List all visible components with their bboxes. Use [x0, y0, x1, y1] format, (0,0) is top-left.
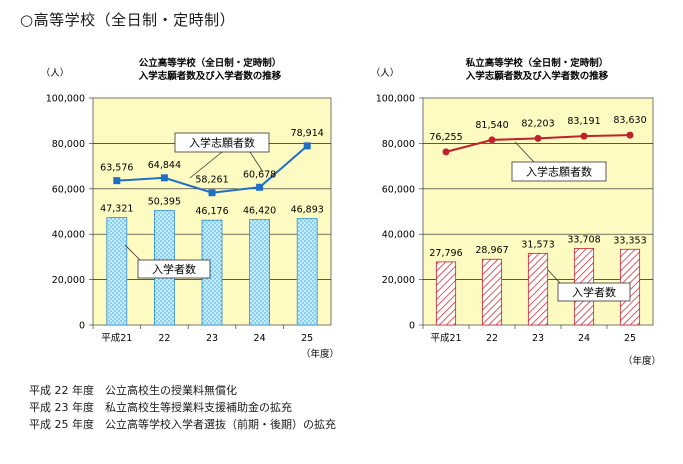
bar — [106, 217, 128, 326]
note-text: 公立高等学校入学者選抜（前期・後期）の拡充 — [105, 418, 336, 431]
line-data-label: 83,191 — [567, 116, 600, 127]
public-school-chart: 公立高等学校（全日制・定時制）入学志願者数及び入学者数の推移 0 20,000 40,… — [41, 57, 339, 360]
chart-title: 公立高等学校（全日制・定時制） — [139, 57, 282, 69]
y-tick-label: 0 — [409, 321, 415, 332]
bar-data-label: 46,176 — [195, 206, 228, 217]
y-tick-label: 20,000 — [52, 275, 85, 286]
x-tick-label: 23 — [206, 333, 218, 344]
line-data-label: 76,255 — [429, 132, 462, 143]
callout-leader — [249, 151, 264, 173]
x-tick-label: 24 — [578, 333, 590, 344]
applicants-callout-box — [174, 132, 270, 153]
line-data-label: 58,261 — [195, 175, 228, 186]
x-tick-label: 22 — [158, 333, 170, 344]
note-text: 私立高校生等授業料支援補助金の拡充 — [105, 401, 292, 414]
bar-data-label: 47,321 — [100, 204, 133, 215]
line-data-label: 63,576 — [100, 163, 133, 174]
line-marker — [442, 148, 450, 156]
note-year: 平成 25 年度 — [29, 418, 94, 431]
callout-leader — [514, 141, 535, 163]
line-data-label: 82,203 — [521, 118, 554, 129]
chart-title: 入学志願者数及び入学者数の推移 — [138, 70, 282, 82]
line-marker — [113, 177, 121, 185]
y-axis-label: （人） — [371, 67, 400, 79]
enrollees-callout-label: 入学者数 — [152, 262, 196, 276]
note-year: 平成 22 年度 — [29, 384, 94, 397]
line-marker — [160, 174, 168, 182]
x-tick-label: 23 — [532, 333, 544, 344]
x-tick-label: 22 — [486, 333, 498, 344]
x-axis-label: （年度） — [623, 355, 661, 367]
chart-title: 入学志願者数及び入学者数の推移 — [465, 70, 609, 82]
y-axis-label: （人） — [41, 67, 70, 79]
y-tick-label: 20,000 — [382, 275, 415, 286]
x-tick-label: 24 — [254, 333, 266, 344]
bar-data-label: 46,893 — [291, 205, 324, 216]
line-marker — [626, 131, 634, 139]
bar-data-label: 33,708 — [567, 234, 600, 245]
enrollees-callout-label: 入学者数 — [572, 285, 616, 299]
bar — [296, 218, 318, 326]
line-marker — [303, 142, 311, 150]
line-data-label: 64,844 — [148, 160, 181, 171]
y-tick-label: 0 — [79, 321, 85, 332]
y-tick-label: 60,000 — [52, 184, 85, 195]
notes: 平成 22 年度 公立高校生の授業料無償化 平成 23 年度 私立高校生等授業料支援… — [29, 382, 336, 433]
note-row: 平成 25 年度 公立高等学校入学者選抜（前期・後期）の拡充 — [29, 416, 336, 433]
line-data-label: 78,914 — [291, 128, 324, 139]
note-year: 平成 23 年度 — [29, 401, 94, 414]
bar-data-label: 28,967 — [475, 245, 508, 256]
bar-data-label: 27,796 — [429, 248, 462, 259]
line-data-label: 60,678 — [243, 169, 276, 180]
bar — [249, 219, 270, 326]
line-marker — [208, 189, 216, 197]
enrollees-callout-box — [557, 282, 631, 302]
private-school-chart: 私立高等学校（全日制・定時制）入学志願者数及び入学者数の推移 0 20,000 40,… — [371, 57, 661, 367]
applicants-callout-box — [511, 161, 607, 182]
bar — [435, 261, 457, 326]
enrollees-callout-box — [137, 259, 211, 279]
y-tick-label: 40,000 — [52, 230, 85, 241]
bar-data-label: 50,395 — [148, 197, 181, 208]
y-tick-label: 80,000 — [382, 139, 415, 150]
line-marker — [488, 136, 496, 144]
callout-leader — [547, 269, 561, 284]
line-data-label: 83,630 — [613, 115, 646, 126]
note-text: 公立高校生の授業料無償化 — [105, 384, 237, 397]
callout-leader — [189, 151, 223, 179]
y-tick-label: 100,000 — [46, 94, 85, 105]
y-tick-label: 100,000 — [376, 94, 415, 105]
line-marker — [256, 183, 264, 191]
applicants-callout-label: 入学志願者数 — [189, 136, 255, 150]
x-axis-label: （年度） — [301, 348, 339, 360]
y-tick-label: 80,000 — [52, 139, 85, 150]
bar — [481, 258, 503, 326]
note-row: 平成 23 年度 私立高校生等授業料支援補助金の拡充 — [29, 399, 336, 416]
y-tick-label: 40,000 — [382, 230, 415, 241]
bar-data-label: 33,353 — [613, 235, 646, 246]
bar-data-label: 46,420 — [243, 206, 276, 217]
chart-title: 私立高等学校（全日制・定時制） — [465, 57, 609, 69]
x-tick-label: 平成21 — [430, 332, 461, 344]
page-title: ○高等学校（全日制・定時制） — [20, 11, 236, 29]
callout-leader — [124, 244, 141, 261]
line-data-label: 81,540 — [475, 120, 508, 131]
x-tick-label: 25 — [624, 333, 636, 344]
y-tick-label: 60,000 — [382, 184, 415, 195]
applicants-callout-label: 入学志願者数 — [526, 165, 592, 179]
line-marker — [580, 132, 588, 140]
x-tick-label: 平成21 — [101, 332, 132, 344]
bar — [527, 252, 549, 326]
note-row: 平成 22 年度 公立高校生の授業料無償化 — [29, 382, 336, 399]
x-tick-label: 25 — [301, 333, 313, 344]
line-marker — [534, 134, 542, 142]
bar-data-label: 31,573 — [521, 239, 554, 250]
